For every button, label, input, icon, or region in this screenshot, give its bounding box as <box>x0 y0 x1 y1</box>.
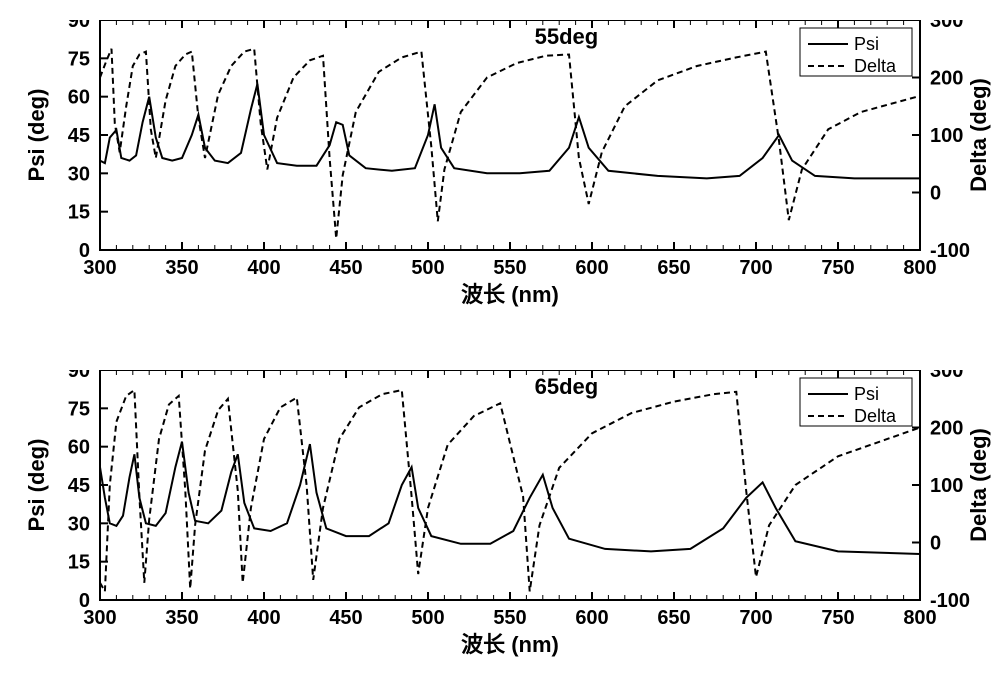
psi-line <box>100 442 920 554</box>
svg-text:600: 600 <box>575 257 608 279</box>
y-right-label: Delta (deg) <box>966 78 991 192</box>
panel-title: 65deg <box>535 374 599 399</box>
svg-text:750: 750 <box>821 607 854 629</box>
svg-text:30: 30 <box>68 163 90 185</box>
svg-text:500: 500 <box>411 257 444 279</box>
svg-text:200: 200 <box>930 418 963 440</box>
svg-text:75: 75 <box>68 398 90 420</box>
svg-text:600: 600 <box>575 607 608 629</box>
svg-text:300: 300 <box>930 20 963 32</box>
svg-text:350: 350 <box>165 257 198 279</box>
svg-text:Psi: Psi <box>854 384 879 404</box>
legend: PsiDelta <box>800 378 912 426</box>
svg-text:45: 45 <box>68 475 90 497</box>
svg-text:90: 90 <box>68 370 90 382</box>
svg-text:700: 700 <box>739 257 772 279</box>
svg-text:400: 400 <box>247 257 280 279</box>
svg-text:60: 60 <box>68 437 90 459</box>
svg-text:-100: -100 <box>930 590 970 612</box>
y-left-label: Psi (deg) <box>24 439 49 532</box>
x-axis-label: 波长 (nm) <box>461 632 559 657</box>
svg-text:0: 0 <box>79 240 90 262</box>
x-axis-label: 波长 (nm) <box>461 282 559 307</box>
y-right-label: Delta (deg) <box>966 428 991 542</box>
svg-text:700: 700 <box>739 607 772 629</box>
svg-text:100: 100 <box>930 475 963 497</box>
svg-text:100: 100 <box>930 125 963 147</box>
svg-text:Delta: Delta <box>854 56 897 76</box>
delta-line <box>100 390 920 591</box>
y-left-label: Psi (deg) <box>24 89 49 182</box>
svg-text:400: 400 <box>247 607 280 629</box>
svg-text:0: 0 <box>930 183 941 205</box>
svg-text:15: 15 <box>68 202 90 224</box>
svg-text:450: 450 <box>329 257 362 279</box>
svg-text:15: 15 <box>68 552 90 574</box>
delta-line <box>100 49 920 239</box>
panel-title: 55deg <box>535 24 599 49</box>
svg-text:90: 90 <box>68 20 90 32</box>
svg-text:Delta: Delta <box>854 406 897 426</box>
svg-text:650: 650 <box>657 607 690 629</box>
chart-panel-0: 3003504004505005506006507007508000153045… <box>0 20 1000 340</box>
svg-text:-100: -100 <box>930 240 970 262</box>
psi-line <box>100 84 920 178</box>
svg-text:300: 300 <box>930 370 963 382</box>
svg-text:45: 45 <box>68 125 90 147</box>
svg-text:75: 75 <box>68 48 90 70</box>
svg-text:0: 0 <box>930 533 941 555</box>
chart-panel-1: 3003504004505005506006507007508000153045… <box>0 370 1000 690</box>
svg-text:650: 650 <box>657 257 690 279</box>
svg-text:30: 30 <box>68 513 90 535</box>
legend: PsiDelta <box>800 28 912 76</box>
svg-text:0: 0 <box>79 590 90 612</box>
svg-text:550: 550 <box>493 257 526 279</box>
svg-text:450: 450 <box>329 607 362 629</box>
svg-text:Psi: Psi <box>854 34 879 54</box>
svg-text:750: 750 <box>821 257 854 279</box>
svg-text:500: 500 <box>411 607 444 629</box>
svg-text:200: 200 <box>930 68 963 90</box>
svg-text:350: 350 <box>165 607 198 629</box>
svg-text:550: 550 <box>493 607 526 629</box>
svg-text:60: 60 <box>68 87 90 109</box>
